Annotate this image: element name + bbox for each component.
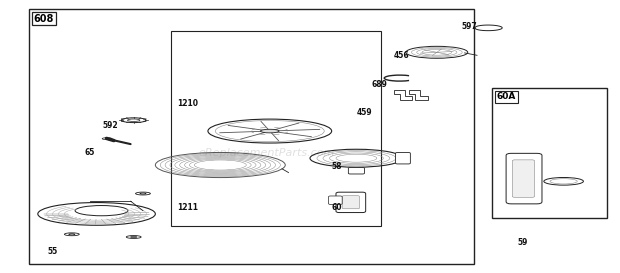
Text: 456: 456 <box>394 51 409 60</box>
Text: 65: 65 <box>84 148 95 157</box>
FancyBboxPatch shape <box>396 153 410 164</box>
FancyBboxPatch shape <box>512 160 534 197</box>
Ellipse shape <box>260 129 279 133</box>
FancyBboxPatch shape <box>342 196 360 209</box>
Text: 60A: 60A <box>497 93 516 102</box>
Text: 60: 60 <box>332 203 342 212</box>
Text: 689: 689 <box>372 80 388 89</box>
Bar <box>171 31 381 226</box>
Text: 592: 592 <box>103 121 118 130</box>
FancyBboxPatch shape <box>348 167 365 174</box>
Text: 1211: 1211 <box>177 203 198 212</box>
Bar <box>29 9 474 264</box>
Text: 459: 459 <box>356 108 372 117</box>
Text: 1210: 1210 <box>177 99 198 108</box>
FancyBboxPatch shape <box>329 196 342 204</box>
FancyBboxPatch shape <box>506 153 542 204</box>
Text: 597: 597 <box>461 22 477 31</box>
Text: eReplacementParts.com: eReplacementParts.com <box>198 148 335 158</box>
FancyBboxPatch shape <box>336 192 366 213</box>
Text: 55: 55 <box>47 247 57 256</box>
Text: 58: 58 <box>332 162 342 171</box>
Text: 59: 59 <box>517 238 528 247</box>
Text: 608: 608 <box>33 14 54 24</box>
Bar <box>492 88 607 218</box>
